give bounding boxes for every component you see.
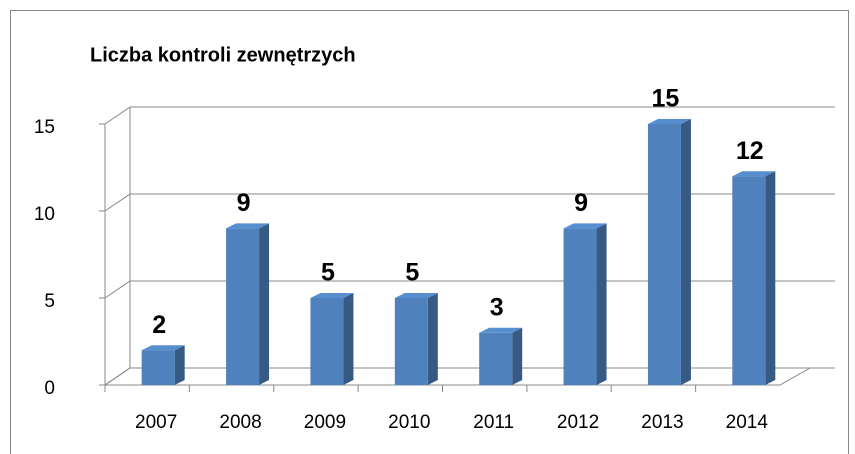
x-tick-label: 2013 (641, 412, 683, 433)
chart-title: Liczba kontroli zewnętrzych (90, 44, 356, 66)
bar-side (680, 119, 691, 385)
bar (732, 176, 766, 385)
value-label: 9 (237, 189, 251, 217)
grid-line-depth (104, 106, 131, 125)
value-label: 9 (574, 189, 588, 217)
value-label: 3 (490, 293, 504, 321)
bar (310, 298, 344, 385)
bar-side (512, 327, 523, 385)
value-label: 2 (152, 311, 166, 339)
bar (479, 332, 513, 385)
bar-top (732, 171, 776, 177)
bar-top (310, 293, 354, 298)
y-tick-label: 0 (44, 378, 55, 399)
bar (563, 228, 597, 385)
grid-line-depth (104, 367, 131, 386)
bar-top (479, 327, 523, 333)
value-label: 15 (652, 85, 680, 113)
bar-side (427, 293, 438, 385)
bar-side (596, 223, 607, 385)
bar (394, 298, 428, 385)
chart-border (10, 10, 849, 454)
bar-top (141, 345, 185, 351)
bar-top (647, 119, 691, 124)
bar (226, 228, 260, 385)
grid-line-depth (104, 193, 131, 212)
value-label: 12 (736, 137, 764, 165)
bar-top (563, 223, 607, 229)
y-tick-label: 15 (34, 117, 55, 138)
value-label: 5 (405, 259, 419, 287)
bar (647, 124, 681, 385)
bar-top (394, 293, 438, 298)
x-tick-label: 2009 (304, 412, 346, 433)
x-tick-label: 2007 (135, 412, 177, 433)
x-tick-label: 2012 (557, 412, 599, 433)
bar-side (259, 223, 270, 385)
bar-side (765, 171, 776, 385)
x-tick-label: 2014 (726, 412, 769, 433)
bar-side (174, 345, 185, 385)
x-tick-label: 2011 (473, 412, 514, 433)
y-tick-label: 5 (44, 291, 55, 312)
grid-line-depth (104, 280, 131, 299)
bar (141, 350, 175, 385)
value-label: 5 (321, 259, 335, 287)
bar-top (226, 223, 270, 229)
x-tick-label: 2008 (219, 412, 261, 433)
bar-side (343, 293, 354, 385)
y-tick-label: 10 (34, 204, 55, 225)
x-tick-label: 2010 (388, 412, 430, 433)
